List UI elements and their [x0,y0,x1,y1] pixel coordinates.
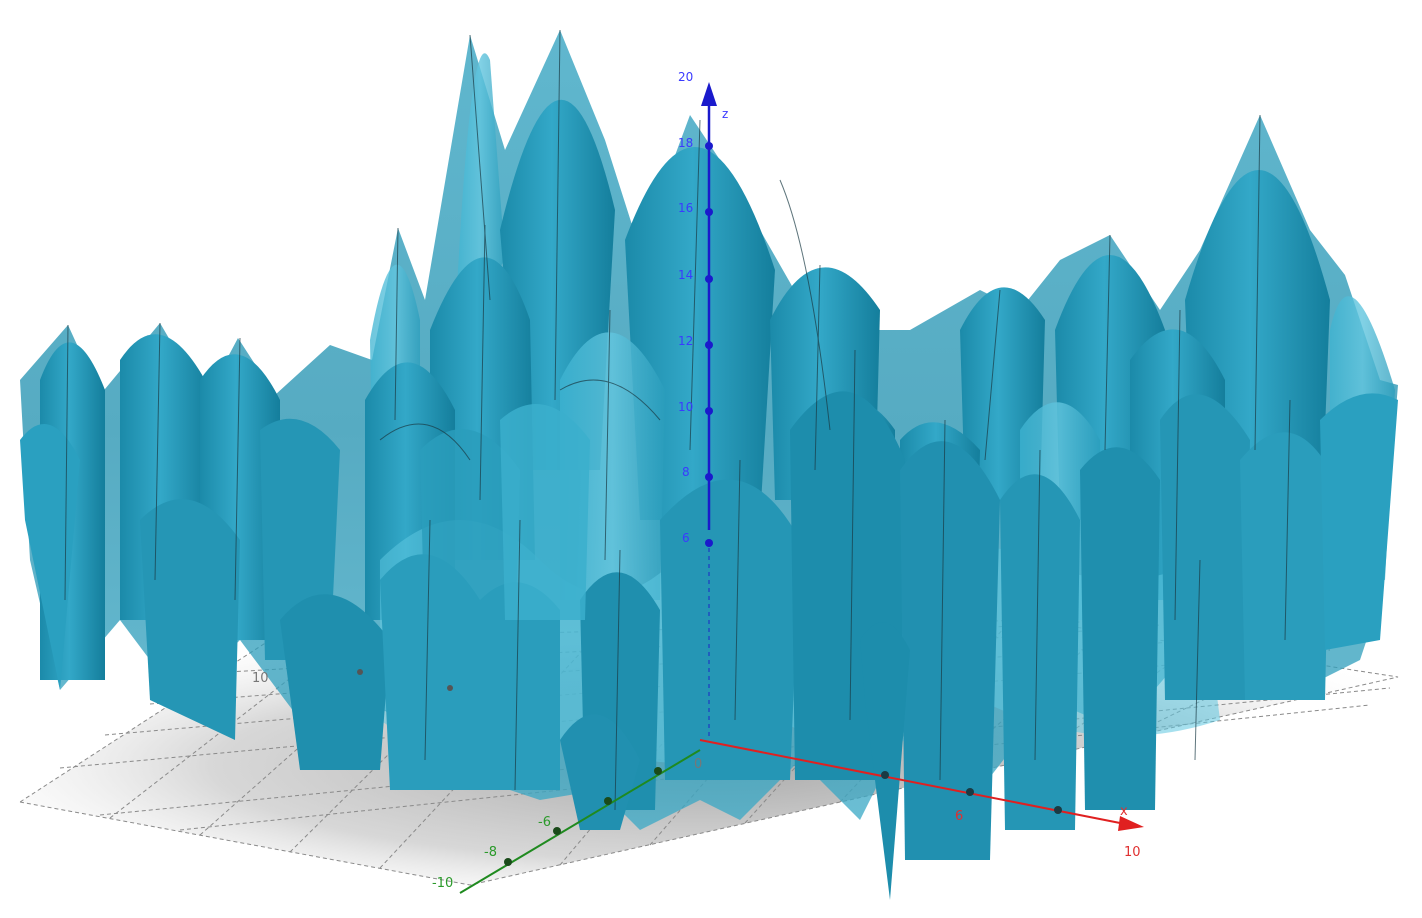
z-axis-tick-6: 6 [682,531,690,545]
y-axis: -6 -8 -10 [432,749,701,894]
x-axis-tick-10: 10 [1124,845,1141,860]
z-axis-tick-18: 18 [678,136,693,150]
z-axis-label: z [722,107,728,121]
surface-mesh-lines [64,29,1291,811]
surface-front-ripples [20,391,1398,900]
z-axis-tick-10: 10 [678,400,693,414]
grid-labels: 10 0 [252,669,702,772]
x-axis-tick-6: 6 [955,809,963,824]
y-axis-tick-neg10: -10 [432,876,453,891]
grid-tick-0: 0 [694,757,702,772]
z-axis-tick-20: 20 [678,70,693,84]
x-axis-label: x [1120,804,1128,819]
z-axis: z 6 8 10 12 14 16 18 20 [678,70,728,740]
grid-tick-10: 10 [252,671,269,686]
z-axis-tick-14: 14 [678,268,693,282]
y-axis-tick-neg6: -6 [538,815,551,830]
y-axis-tick-neg8: -8 [484,845,497,860]
z-axis-tick-12: 12 [678,334,693,348]
x-axis: x 6 10 [699,739,1144,860]
z-axis-tick-16: 16 [678,201,693,215]
z-axis-tick-8: 8 [682,465,690,479]
